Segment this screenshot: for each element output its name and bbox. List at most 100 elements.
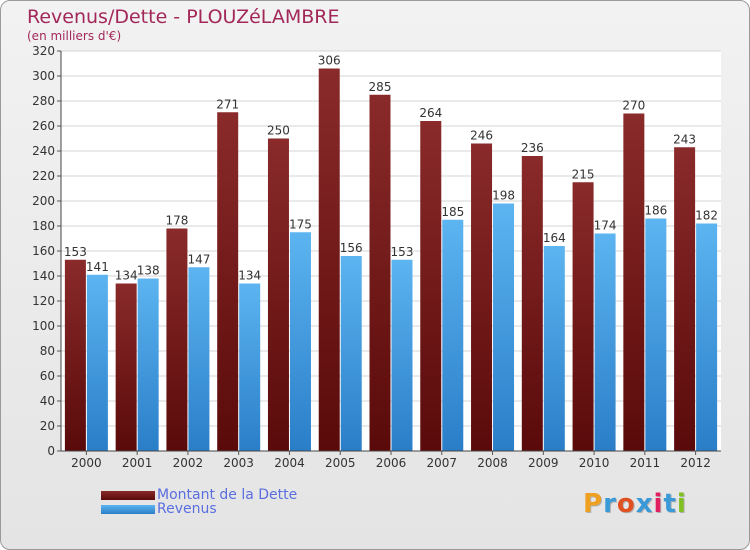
data-label-revenue-2010: 174 [594, 219, 617, 233]
data-label-revenue-2003: 134 [238, 269, 261, 283]
logo-letter: o [616, 489, 636, 519]
y-tick-label: 200 [32, 194, 55, 208]
data-label-revenue-2002: 147 [187, 252, 210, 266]
data-label-debt-2004: 250 [267, 124, 290, 138]
logo-letter: i [676, 489, 687, 519]
bar-revenue-2009 [543, 246, 565, 451]
x-tick-label: 2001 [122, 456, 153, 470]
bar-debt-2007 [420, 121, 442, 451]
y-tick-label: 120 [32, 294, 55, 308]
legend-label-revenue: Revenus [157, 501, 217, 517]
y-tick-label: 0 [47, 444, 55, 458]
bar-revenue-2006 [391, 259, 413, 451]
legend-item-debt: Montant de la Dette [101, 487, 297, 503]
bar-debt-2011 [623, 113, 645, 451]
bar-debt-2000 [64, 259, 86, 451]
data-label-debt-2000: 153 [64, 245, 87, 259]
bar-revenue-2003 [239, 283, 261, 451]
data-label-revenue-2005: 156 [340, 241, 363, 255]
bar-debt-2010 [572, 182, 594, 451]
x-tick-label: 2012 [680, 456, 711, 470]
y-tick-label: 40 [40, 394, 55, 408]
bar-debt-2003 [217, 112, 239, 451]
bar-revenue-2007 [442, 219, 464, 451]
x-tick-label: 2003 [223, 456, 254, 470]
x-tick-label: 2004 [274, 456, 305, 470]
bar-revenue-2010 [594, 233, 616, 451]
y-tick-label: 80 [40, 344, 55, 358]
bar-revenue-2004 [289, 232, 311, 451]
data-label-revenue-2009: 164 [543, 231, 566, 245]
data-label-debt-2001: 134 [115, 269, 138, 283]
bar-debt-2008 [471, 143, 493, 451]
y-tick-label: 300 [32, 69, 55, 83]
chart-subtitle: (en milliers d'€) [27, 29, 122, 43]
y-tick-label: 320 [32, 44, 55, 58]
data-label-debt-2003: 271 [216, 97, 239, 111]
data-label-debt-2006: 285 [369, 80, 392, 94]
bar-revenue-2011 [645, 218, 667, 451]
logo-letter: r [603, 489, 617, 519]
proxiti-logo: Proxiti [583, 489, 687, 519]
x-tick-label: 2006 [376, 456, 407, 470]
x-tick-label: 2009 [528, 456, 559, 470]
legend-label-debt: Montant de la Dette [157, 487, 298, 503]
legend-swatch-revenue [101, 504, 155, 514]
logo-letter: i [653, 489, 664, 519]
x-tick-label: 2000 [71, 456, 102, 470]
y-tick-label: 140 [32, 269, 55, 283]
data-label-revenue-2012: 182 [695, 209, 718, 223]
y-tick-label: 100 [32, 319, 55, 333]
y-tick-label: 260 [32, 119, 55, 133]
x-tick-label: 2010 [579, 456, 610, 470]
data-label-debt-2010: 215 [572, 167, 595, 181]
data-label-debt-2005: 306 [318, 54, 341, 68]
data-label-debt-2009: 236 [521, 141, 544, 155]
bar-debt-2006 [369, 94, 391, 451]
bar-revenue-2008 [493, 203, 515, 451]
y-tick-label: 220 [32, 169, 55, 183]
data-label-revenue-2001: 138 [137, 264, 160, 278]
data-label-revenue-2011: 186 [644, 204, 667, 218]
bar-revenue-2000 [86, 274, 108, 451]
bar-revenue-2002 [188, 267, 210, 451]
data-label-debt-2011: 270 [622, 99, 645, 113]
bar-revenue-2005 [340, 256, 362, 451]
y-tick-label: 20 [40, 419, 55, 433]
y-tick-label: 160 [32, 244, 55, 258]
x-tick-label: 2005 [325, 456, 356, 470]
x-tick-label: 2002 [173, 456, 204, 470]
bar-debt-2001 [115, 283, 137, 451]
y-tick-label: 240 [32, 144, 55, 158]
logo-letter: x [635, 489, 654, 519]
data-label-revenue-2000: 141 [86, 260, 109, 274]
y-tick-label: 280 [32, 94, 55, 108]
data-label-revenue-2008: 198 [492, 189, 515, 203]
x-tick-label: 2008 [477, 456, 508, 470]
data-label-debt-2012: 243 [673, 132, 696, 146]
bar-revenue-2001 [137, 278, 159, 451]
bar-revenue-2012 [696, 223, 718, 451]
y-tick-label: 180 [32, 219, 55, 233]
legend-item-revenue: Revenus [101, 501, 217, 517]
bar-debt-2012 [674, 147, 696, 451]
y-tick-label: 60 [40, 369, 55, 383]
bar-debt-2002 [166, 228, 188, 451]
bar-debt-2005 [318, 68, 340, 451]
data-label-debt-2007: 264 [419, 106, 442, 120]
x-tick-label: 2011 [630, 456, 661, 470]
bar-debt-2004 [267, 138, 289, 451]
data-label-debt-2002: 178 [165, 214, 188, 228]
logo-letter: t [663, 489, 677, 519]
data-label-revenue-2004: 175 [289, 217, 312, 231]
x-tick-label: 2007 [426, 456, 457, 470]
data-label-revenue-2006: 153 [391, 245, 414, 259]
data-label-revenue-2007: 185 [441, 205, 464, 219]
bar-debt-2009 [521, 156, 543, 451]
data-label-debt-2008: 246 [470, 129, 493, 143]
chart-title: Revenus/Dette - PLOUZéLAMBRE [27, 6, 340, 28]
legend-swatch-debt [101, 490, 155, 500]
logo-letter: P [583, 489, 604, 519]
